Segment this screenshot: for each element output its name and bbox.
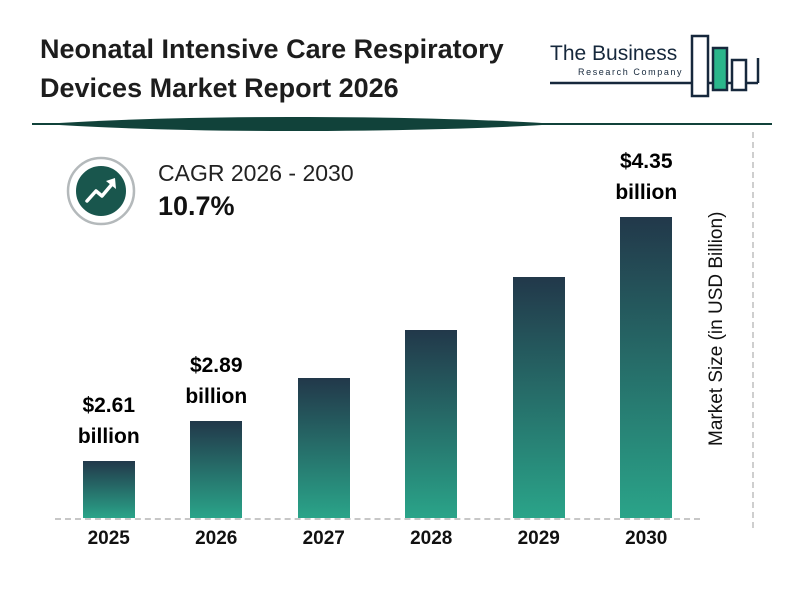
y-axis-label: Market Size (in USD Billion) (706, 211, 727, 447)
cagr-text: CAGR 2026 - 2030 10.7% (158, 160, 354, 222)
bar-chart: $2.61 billion $2.89 billion $4.35 billion (55, 138, 700, 520)
bar-value-label: $2.89 billion (185, 354, 248, 408)
bar-column-2026: $2.89 billion (163, 351, 271, 518)
x-tick-label: 2025 (87, 528, 130, 549)
bar-2029 (512, 277, 565, 518)
logo-text-line1: The Business (550, 42, 677, 65)
x-tick-label: 2030 (625, 528, 668, 549)
bar-column-2025: $2.61 billion (55, 391, 163, 518)
bar-column-2029 (485, 277, 593, 518)
bar-value-label: $2.61 billion (77, 394, 140, 448)
x-tick-label: 2029 (517, 528, 560, 549)
cagr-value: 10.7% (158, 191, 235, 221)
trend-up-icon (66, 156, 136, 226)
page-title: Neonatal Intensive Care Respiratory Devi… (40, 30, 540, 108)
page-title-line1: Neonatal Intensive Care Respiratory (40, 34, 504, 64)
bar-2030 (620, 217, 673, 518)
x-tick-label: 2028 (410, 528, 453, 549)
logo-bar-chart-icon: The Business Research Company (550, 34, 760, 98)
company-logo: The Business Research Company (540, 28, 770, 108)
bar-2027 (297, 378, 350, 518)
bar-2028 (405, 330, 458, 518)
x-axis: 2025 2026 2027 2028 2029 2030 (55, 528, 700, 550)
bar-column-2030: $4.35 billion (593, 147, 701, 518)
page-title-line2: Devices Market Report 2026 (40, 73, 399, 104)
chart-plot-area: $2.61 billion $2.89 billion $4.35 billion (55, 138, 700, 520)
bar-value-label: $4.35 billion (615, 150, 678, 204)
cagr-label: CAGR 2026 - 2030 (158, 160, 354, 186)
x-tick-label: 2026 (195, 528, 238, 549)
x-tick-label: 2027 (302, 528, 345, 549)
right-dashed-guideline (752, 132, 754, 528)
bar-2026 (190, 421, 243, 518)
cagr-badge: CAGR 2026 - 2030 10.7% (66, 156, 354, 226)
logo-text-line2: Research Company (578, 67, 683, 77)
bar-2025 (82, 461, 135, 518)
divider-swoosh (28, 114, 776, 134)
bar-column-2027 (270, 378, 378, 518)
bar-column-2028 (378, 330, 486, 518)
